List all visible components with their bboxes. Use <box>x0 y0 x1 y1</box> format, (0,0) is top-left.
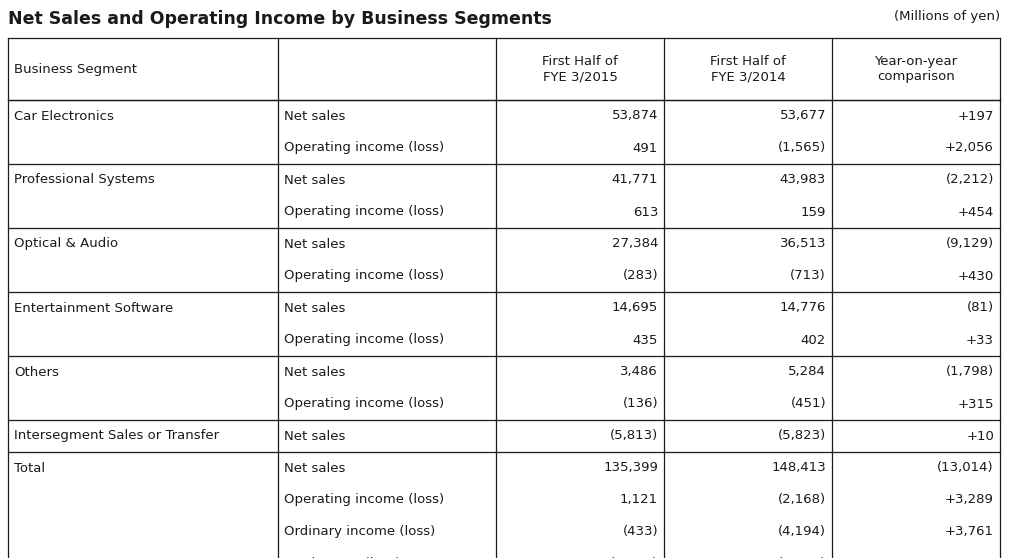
Text: 43,983: 43,983 <box>779 174 826 186</box>
Text: 36,513: 36,513 <box>779 238 826 251</box>
Text: 27,384: 27,384 <box>611 238 658 251</box>
Text: (713): (713) <box>791 270 826 282</box>
Text: Net sales: Net sales <box>284 461 345 474</box>
Text: (9,129): (9,129) <box>946 238 994 251</box>
Text: +33: +33 <box>966 334 994 347</box>
Text: Optical & Audio: Optical & Audio <box>14 238 118 251</box>
Text: 53,677: 53,677 <box>779 109 826 123</box>
Text: (1,565): (1,565) <box>778 142 826 155</box>
Text: Entertainment Software: Entertainment Software <box>14 301 173 315</box>
Text: First Half of
FYE 3/2015: First Half of FYE 3/2015 <box>542 55 617 83</box>
Text: (1,798): (1,798) <box>946 365 994 378</box>
Text: +454: +454 <box>957 205 994 219</box>
Text: Net sales: Net sales <box>284 174 345 186</box>
Text: First Half of
FYE 3/2014: First Half of FYE 3/2014 <box>710 55 785 83</box>
Text: +430: +430 <box>957 270 994 282</box>
Text: (433): (433) <box>623 526 658 538</box>
Text: 14,695: 14,695 <box>611 301 658 315</box>
Text: Year-on-year
comparison: Year-on-year comparison <box>874 55 957 83</box>
Text: Ordinary income (loss): Ordinary income (loss) <box>284 526 435 538</box>
Text: Intersegment Sales or Transfer: Intersegment Sales or Transfer <box>14 430 219 442</box>
Text: Net sales: Net sales <box>284 109 345 123</box>
Text: +315: +315 <box>957 397 994 411</box>
Text: 435: 435 <box>633 334 658 347</box>
Text: (2,168): (2,168) <box>778 493 826 507</box>
Text: Others: Others <box>14 365 58 378</box>
Text: 491: 491 <box>633 142 658 155</box>
Text: (81): (81) <box>967 301 994 315</box>
Text: 3,486: 3,486 <box>621 365 658 378</box>
Text: +2,056: +2,056 <box>945 142 994 155</box>
Text: 5,284: 5,284 <box>788 365 826 378</box>
Text: 14,776: 14,776 <box>779 301 826 315</box>
Text: 148,413: 148,413 <box>771 461 826 474</box>
Text: Operating income (loss): Operating income (loss) <box>284 270 444 282</box>
Text: Net sales: Net sales <box>284 365 345 378</box>
Text: (5,823): (5,823) <box>778 430 826 442</box>
Text: (136): (136) <box>623 397 658 411</box>
Text: (451): (451) <box>791 397 826 411</box>
Text: 402: 402 <box>801 334 826 347</box>
Text: (5,813): (5,813) <box>609 430 658 442</box>
Text: Operating income (loss): Operating income (loss) <box>284 397 444 411</box>
Text: Professional Systems: Professional Systems <box>14 174 155 186</box>
Text: (4,194): (4,194) <box>778 526 826 538</box>
Text: Operating income (loss): Operating income (loss) <box>284 205 444 219</box>
Text: (283): (283) <box>623 270 658 282</box>
Text: Operating income (loss): Operating income (loss) <box>284 142 444 155</box>
Text: (13,014): (13,014) <box>937 461 994 474</box>
Text: 613: 613 <box>633 205 658 219</box>
Text: +3,289: +3,289 <box>945 493 994 507</box>
Text: Net sales: Net sales <box>284 430 345 442</box>
Text: 53,874: 53,874 <box>611 109 658 123</box>
Text: 41,771: 41,771 <box>611 174 658 186</box>
Text: (Millions of yen): (Millions of yen) <box>894 10 1000 23</box>
Text: +197: +197 <box>957 109 994 123</box>
Text: 159: 159 <box>801 205 826 219</box>
Text: Car Electronics: Car Electronics <box>14 109 114 123</box>
Text: Net sales: Net sales <box>284 238 345 251</box>
Text: +10: +10 <box>966 430 994 442</box>
Text: Operating income (loss): Operating income (loss) <box>284 493 444 507</box>
Text: Net Sales and Operating Income by Business Segments: Net Sales and Operating Income by Busine… <box>8 10 552 28</box>
Text: +3,761: +3,761 <box>945 526 994 538</box>
Text: Net sales: Net sales <box>284 301 345 315</box>
Text: 1,121: 1,121 <box>620 493 658 507</box>
Text: Total: Total <box>14 461 45 474</box>
Text: 135,399: 135,399 <box>603 461 658 474</box>
Text: Business Segment: Business Segment <box>14 62 137 75</box>
Text: Operating income (loss): Operating income (loss) <box>284 334 444 347</box>
Text: (2,212): (2,212) <box>945 174 994 186</box>
